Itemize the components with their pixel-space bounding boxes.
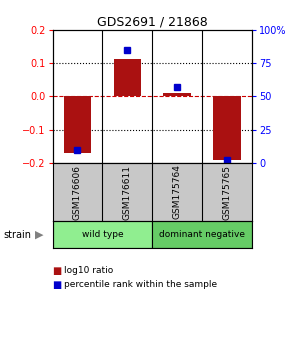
Text: strain: strain	[3, 229, 31, 240]
Bar	[64, 96, 91, 153]
Text: GSM175764: GSM175764	[173, 165, 182, 219]
Text: log10 ratio: log10 ratio	[64, 266, 114, 275]
Bar	[152, 221, 252, 248]
Text: ■: ■	[52, 280, 62, 290]
Text: GSM176606: GSM176606	[73, 165, 82, 219]
Title: GDS2691 / 21868: GDS2691 / 21868	[97, 16, 208, 29]
Text: dominant negative: dominant negative	[159, 230, 245, 239]
Bar	[213, 96, 241, 160]
Text: ▶: ▶	[34, 229, 43, 240]
Bar	[52, 221, 152, 248]
Text: wild type: wild type	[82, 230, 123, 239]
Bar	[164, 93, 191, 96]
Text: GSM176611: GSM176611	[123, 165, 132, 219]
Bar	[114, 59, 141, 96]
Text: GSM175765: GSM175765	[223, 165, 232, 219]
Text: ■: ■	[52, 266, 62, 276]
Text: percentile rank within the sample: percentile rank within the sample	[64, 280, 218, 290]
